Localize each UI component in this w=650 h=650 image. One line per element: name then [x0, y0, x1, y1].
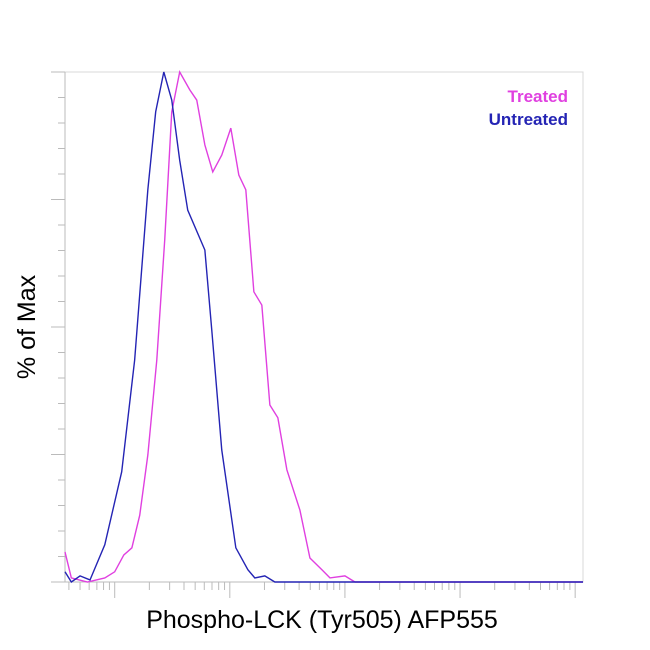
plot-frame: [64, 71, 584, 583]
legend-entry: Untreated: [489, 110, 568, 129]
series-line: [64, 70, 583, 583]
series-line: [64, 71, 583, 583]
x-axis-label: Phospho-LCK (Tyr505) AFP555: [146, 606, 498, 634]
legend-entry: Treated: [508, 87, 568, 106]
y-axis-label: % of Max: [13, 274, 41, 379]
